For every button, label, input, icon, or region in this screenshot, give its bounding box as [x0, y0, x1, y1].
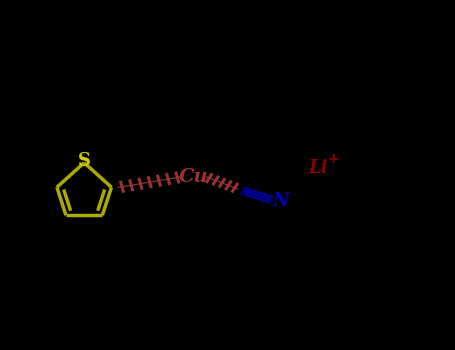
Text: Li: Li [309, 159, 328, 177]
Text: Cu: Cu [178, 168, 208, 186]
Text: S: S [78, 152, 91, 170]
Text: N: N [273, 191, 289, 210]
Text: +: + [327, 152, 339, 166]
